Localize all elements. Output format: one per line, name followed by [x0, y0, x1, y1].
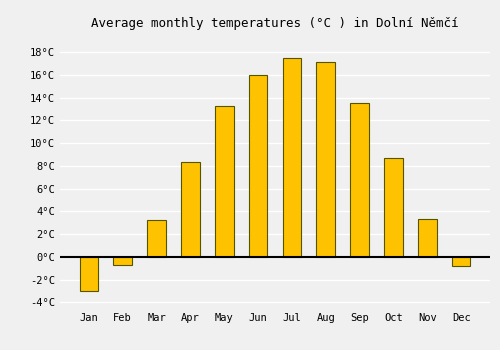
Bar — [316, 62, 335, 257]
Bar — [114, 257, 132, 265]
Bar — [80, 257, 98, 291]
Bar — [452, 257, 470, 266]
Bar — [147, 220, 166, 257]
Bar — [350, 103, 369, 257]
Bar — [181, 162, 200, 257]
Bar — [215, 106, 234, 257]
Bar — [418, 219, 436, 257]
Bar — [384, 158, 403, 257]
Bar — [249, 75, 268, 257]
Title: Average monthly temperatures (°C ) in Dolní Němčí: Average monthly temperatures (°C ) in Do… — [91, 17, 459, 30]
Bar — [282, 58, 301, 257]
